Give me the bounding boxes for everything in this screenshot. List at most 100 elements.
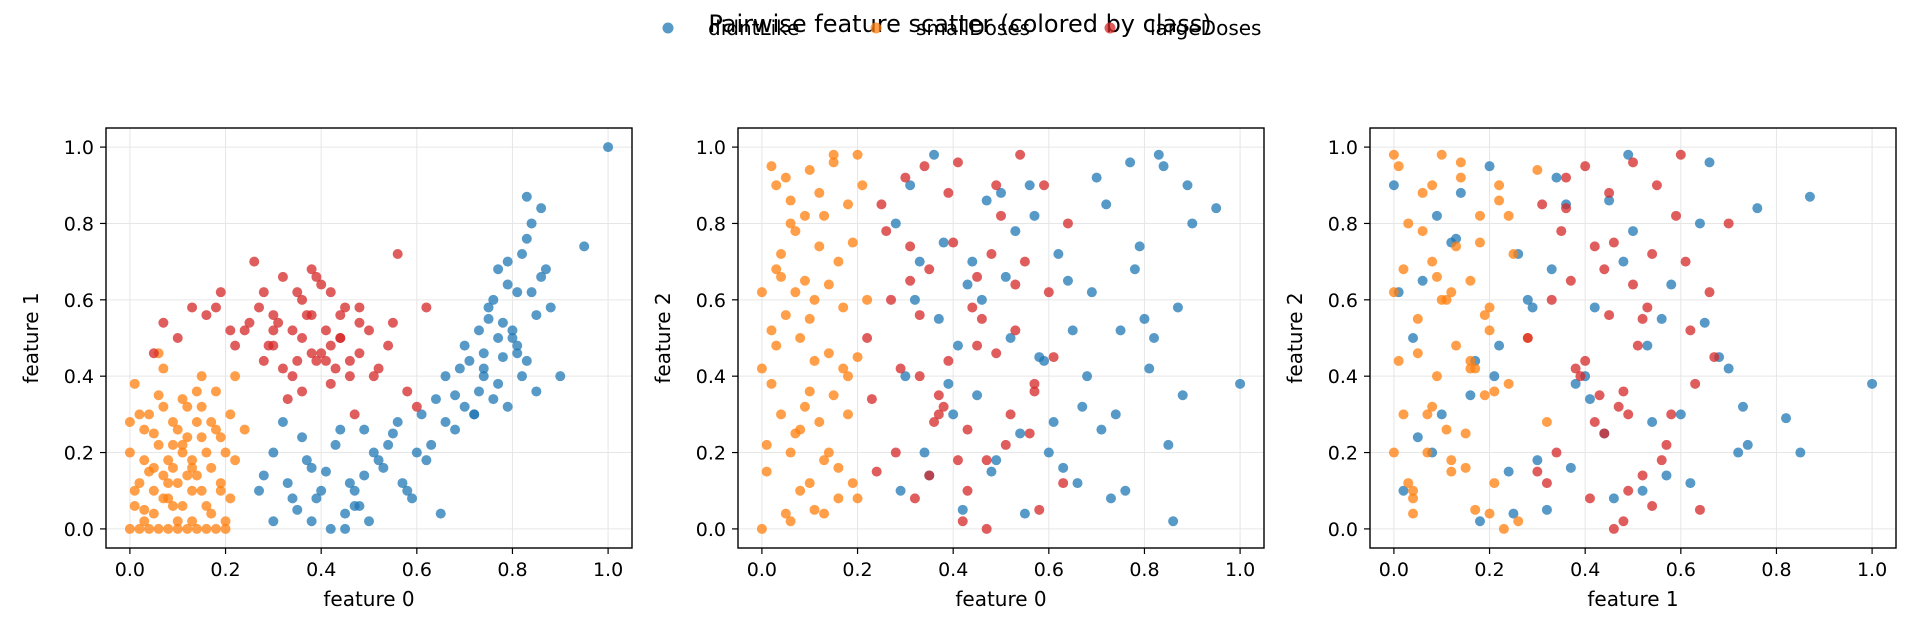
data-point [823,279,834,290]
data-point [1427,256,1438,267]
data-point [833,493,844,504]
data-point [450,424,461,435]
data-point [1451,241,1462,252]
y-tick-label: 0.8 [64,213,94,235]
data-point [1000,271,1011,282]
data-point [1604,310,1615,321]
data-point [1608,523,1619,534]
data-point [392,417,403,427]
data-point [1498,523,1509,534]
x-tick-label: 1.0 [593,559,623,581]
data-point [1082,371,1093,382]
data-point [354,348,365,359]
data-point [1427,401,1438,412]
x-tick-label: 0.8 [1129,559,1159,581]
data-point [206,462,217,473]
subplot-2: 0.0 0.2 0.4 0.6 0.8 1.0 0.0 0.2 0.4 0.6 0.8 1.0 feat… [651,127,1265,611]
data-point [1647,249,1658,259]
x-tick-label: 0.2 [842,559,872,581]
data-point [148,462,159,473]
data-point [828,149,839,160]
data-point [507,325,518,336]
data-point [191,417,202,427]
data-point [493,264,504,275]
data-point [1431,371,1442,382]
data-point [177,394,188,405]
y-axis-label: feature 2 [651,292,675,383]
data-point [1642,340,1653,351]
data-point [311,493,322,504]
data-point [809,504,820,515]
data-point [1110,409,1121,420]
data-point [1024,428,1035,439]
data-point [1623,149,1634,160]
data-point [1000,439,1011,450]
x-tick-label: 0.0 [1379,559,1409,581]
subplot-1: 0.0 0.2 0.4 0.6 0.8 1.0 0.0 0.2 0.4 0.6 0.8 1.0 feat… [19,127,633,611]
data-point [981,195,992,206]
data-point [1120,485,1131,496]
data-point [450,390,461,401]
data-point [1685,325,1696,336]
data-point [1656,313,1667,324]
data-point [555,371,566,382]
data-point [1484,325,1495,336]
data-point [536,271,547,282]
data-point [972,340,983,351]
data-point [795,424,806,435]
data-point [273,317,284,328]
data-point [1015,428,1026,439]
data-point [1403,218,1414,229]
data-point [1460,462,1471,473]
data-point [1867,378,1878,389]
data-point [1561,172,1572,183]
data-point [254,485,265,496]
x-axis-label: feature 0 [955,587,1046,611]
data-point [1417,187,1428,198]
data-point [1541,417,1552,427]
data-point [1043,447,1054,458]
data-point [268,447,279,458]
data-point [838,363,849,374]
data-point [819,455,830,466]
data-point [814,417,825,427]
data-point [761,466,772,477]
data-point [1656,455,1667,466]
data-point [139,424,150,435]
data-point [167,417,178,427]
data-point [1565,275,1576,286]
data-point [1613,401,1624,412]
data-point [387,428,398,439]
data-point [1589,302,1600,313]
data-point [833,256,844,267]
data-point [512,340,523,351]
data-point [1508,508,1519,519]
data-point [1661,439,1672,450]
data-point [852,352,863,363]
data-point [177,501,188,511]
data-point [263,340,274,351]
data-point [435,508,446,519]
data-point [871,466,882,477]
data-point [780,172,791,183]
data-point [814,241,825,252]
data-point [1474,210,1485,221]
data-point [1541,504,1552,515]
data-point [986,466,997,477]
data-point [1580,161,1591,172]
data-point [1412,348,1423,359]
data-point [881,226,892,237]
data-point [397,478,408,489]
x-tick-label: 0.0 [115,559,145,581]
data-point [277,271,288,282]
legend-item-didntLike: didntLike [662,16,799,40]
data-point [1680,256,1691,267]
y-tick-label: 0.4 [1328,366,1358,388]
data-point [196,371,207,382]
data-point [914,310,925,321]
data-point [1489,386,1500,397]
data-point [196,401,207,412]
data-point [139,504,150,515]
data-point [373,363,384,374]
data-point [1431,210,1442,221]
